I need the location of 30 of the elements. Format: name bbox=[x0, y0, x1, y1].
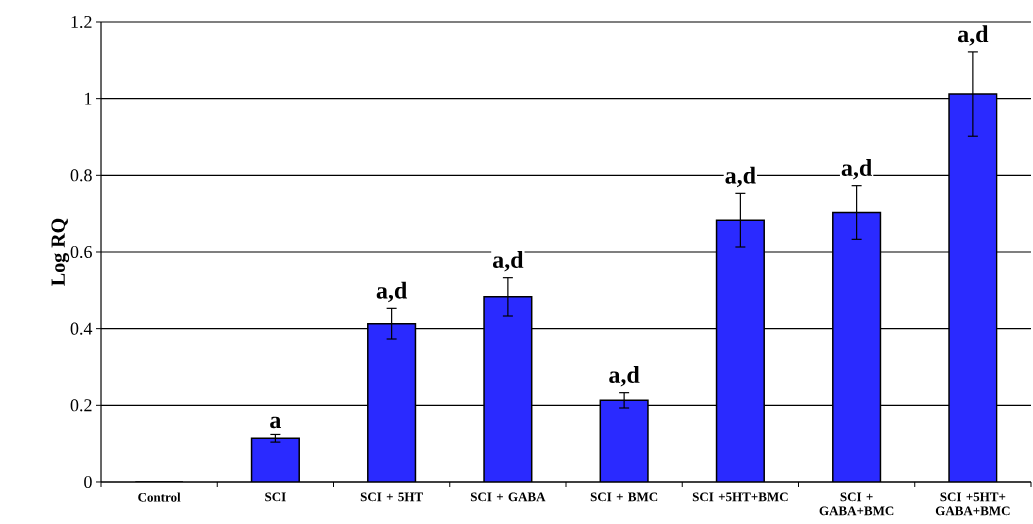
annotation: a,d bbox=[492, 251, 524, 272]
bar bbox=[715, 219, 765, 482]
bar bbox=[832, 211, 882, 482]
annotation: a bbox=[270, 416, 282, 429]
x-tick-label: SCI +5HT+BMC bbox=[692, 492, 788, 502]
x-tick-label: SCI + BMC bbox=[590, 492, 658, 502]
bar bbox=[483, 296, 533, 482]
bar bbox=[250, 437, 300, 482]
y-tick-label: 0.4 bbox=[70, 322, 93, 335]
bar bbox=[599, 399, 649, 482]
annotation: a,d bbox=[841, 159, 873, 180]
y-tick-label: 0 bbox=[84, 475, 92, 489]
y-tick-label: 0.6 bbox=[70, 245, 92, 259]
annotation: a,d bbox=[957, 25, 989, 46]
annotation: a,d bbox=[609, 366, 640, 387]
y-tick-label: 1.2 bbox=[71, 15, 92, 29]
y-tick-label: 0.2 bbox=[70, 399, 92, 412]
x-tick-label: SCI +5HT+ GABA+BMC bbox=[935, 492, 1010, 516]
x-tick-label: SCI bbox=[265, 492, 286, 502]
y-tick-label: 0.8 bbox=[70, 169, 92, 182]
annotation: a,d bbox=[376, 281, 408, 303]
bar bbox=[367, 322, 417, 482]
x-tick-label: SCI + 5HT bbox=[360, 492, 423, 502]
annotation: a,d bbox=[725, 166, 756, 188]
y-axis-title: Log RQ bbox=[51, 218, 70, 286]
x-tick-label: Control bbox=[138, 492, 181, 502]
x-tick-label: SCI + GABA bbox=[470, 492, 546, 502]
x-tick-label: SCI + GABA+BMC bbox=[819, 492, 894, 516]
bar bbox=[948, 93, 998, 482]
y-tick-label: 1 bbox=[85, 92, 92, 105]
